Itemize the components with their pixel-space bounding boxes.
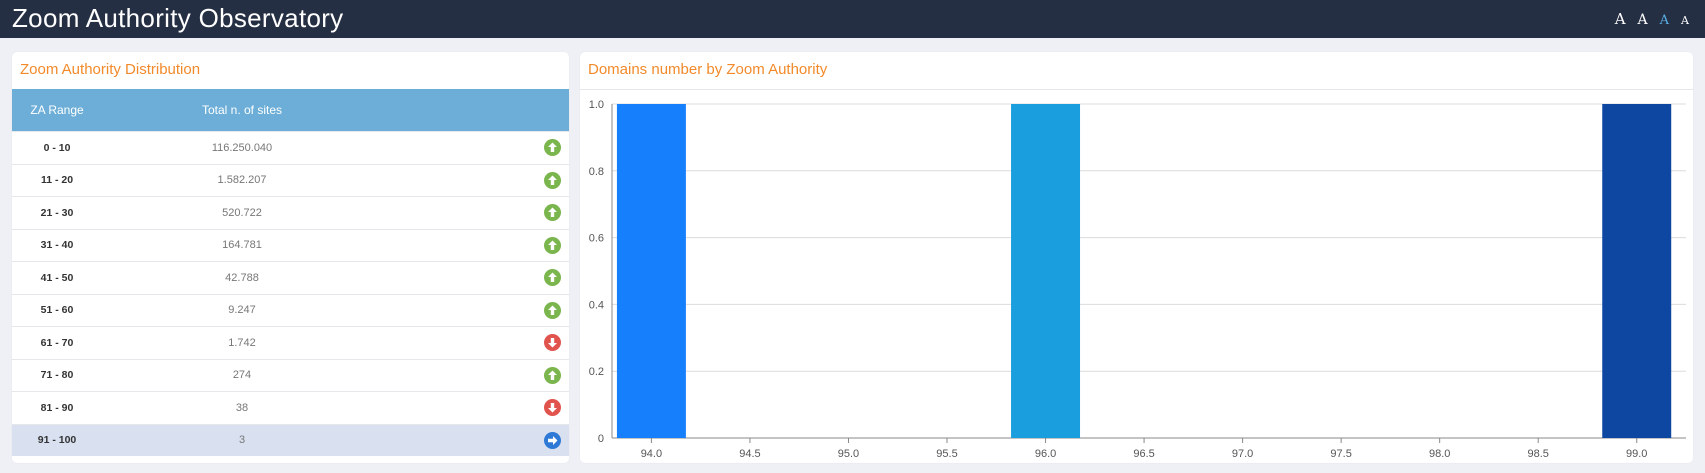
- x-tick-label: 97.5: [1330, 448, 1351, 460]
- trend-cell: [382, 228, 569, 262]
- y-tick-label: 0.2: [589, 366, 604, 378]
- trend-cell: [382, 391, 569, 424]
- font-size-medium-button[interactable]: A: [1659, 13, 1670, 28]
- trend-cell: [382, 163, 569, 197]
- trend-cell: [382, 358, 569, 392]
- column-header-range: ZA Range: [12, 89, 102, 132]
- chart-panel-title: Domains number by Zoom Authority: [588, 61, 828, 78]
- bar-99: [1602, 104, 1672, 438]
- x-tick-label: 99.0: [1626, 448, 1647, 460]
- trend-cell: [382, 196, 569, 229]
- total-sites-cell: 274: [102, 358, 382, 392]
- range-cell: 91 - 100: [12, 423, 102, 456]
- trend-cell: [382, 261, 569, 294]
- arrow-up-icon[interactable]: [544, 236, 561, 254]
- arrow-up-icon[interactable]: [544, 139, 561, 157]
- y-tick-label: 0: [598, 433, 604, 445]
- trend-cell: [382, 423, 569, 456]
- range-cell: 51 - 60: [12, 293, 102, 327]
- total-sites-cell: 1.742: [102, 326, 382, 359]
- distribution-panel: Zoom Authority Distribution ZA Range Tot…: [12, 52, 569, 463]
- arrow-down-icon[interactable]: [544, 334, 561, 352]
- range-cell: 21 - 30: [12, 196, 102, 229]
- total-sites-cell: 164.781: [102, 228, 382, 262]
- x-tick-label: 96.5: [1133, 448, 1154, 460]
- x-tick-label: 98.5: [1527, 448, 1548, 460]
- range-cell: 31 - 40: [12, 228, 102, 262]
- table-row: 41 - 50 42.788: [12, 261, 569, 294]
- trend-cell: [382, 131, 569, 164]
- y-tick-label: 0.8: [589, 166, 604, 178]
- x-tick-label: 94.0: [641, 448, 662, 460]
- x-tick-label: 95.5: [936, 448, 957, 460]
- table-row: 31 - 40 164.781: [12, 228, 569, 262]
- panel-divider: [580, 89, 1693, 90]
- arrow-up-icon[interactable]: [544, 269, 561, 287]
- total-sites-cell: 116.250.040: [102, 131, 382, 164]
- range-cell: 11 - 20: [12, 163, 102, 197]
- arrow-up-icon[interactable]: [544, 171, 561, 189]
- x-tick-label: 98.0: [1429, 448, 1450, 460]
- range-cell: 61 - 70: [12, 326, 102, 359]
- total-sites-cell: 3: [102, 423, 382, 456]
- x-tick-label: 97.0: [1232, 448, 1253, 460]
- x-tick-label: 96.0: [1035, 448, 1056, 460]
- table-header-row: ZA Range Total n. of sites: [12, 89, 569, 132]
- table-row: 91 - 100 3: [12, 423, 569, 456]
- font-size-small-button[interactable]: A: [1681, 14, 1689, 27]
- bar-94: [616, 104, 686, 438]
- range-cell: 0 - 10: [12, 131, 102, 164]
- app-title: Zoom Authority Observatory: [12, 3, 344, 33]
- table-row: 71 - 80 274: [12, 358, 569, 392]
- range-cell: 81 - 90: [12, 391, 102, 424]
- bar-96: [1011, 104, 1081, 438]
- arrow-up-icon[interactable]: [544, 301, 561, 319]
- y-tick-label: 0.6: [589, 233, 604, 245]
- arrow-up-icon[interactable]: [544, 204, 561, 222]
- column-header-total: Total n. of sites: [102, 89, 382, 132]
- arrow-right-icon[interactable]: [544, 431, 561, 449]
- range-cell: 41 - 50: [12, 261, 102, 294]
- total-sites-cell: 9.247: [102, 293, 382, 327]
- trend-cell: [382, 326, 569, 359]
- x-tick-label: 95.0: [838, 448, 859, 460]
- font-size-selector: A A A A: [1615, 10, 1689, 28]
- font-size-largest-button[interactable]: A: [1614, 10, 1626, 28]
- distribution-table: ZA Range Total n. of sites 0 - 10 116.250…: [12, 89, 569, 456]
- chart-panel: Domains number by Zoom Authority 0 0.2 0.4…: [580, 52, 1693, 463]
- total-sites-cell: 1.582.207: [102, 163, 382, 197]
- distribution-panel-title: Zoom Authority Distribution: [20, 61, 201, 78]
- column-header-trend: [382, 89, 569, 132]
- font-size-large-button[interactable]: A: [1637, 12, 1648, 28]
- total-sites-cell: 520.722: [102, 196, 382, 229]
- table-row: 21 - 30 520.722: [12, 196, 569, 229]
- y-tick-label: 1.0: [589, 99, 604, 111]
- range-cell: 71 - 80: [12, 358, 102, 392]
- table-row: 0 - 10 116.250.040: [12, 131, 569, 164]
- table-row: 51 - 60 9.247: [12, 293, 569, 327]
- y-tick-label: 0.4: [589, 299, 604, 311]
- table-row: 81 - 90 38: [12, 391, 569, 424]
- arrow-up-icon[interactable]: [544, 366, 561, 384]
- x-tick-label: 94.5: [739, 448, 760, 460]
- table-row: 11 - 20 1.582.207: [12, 163, 569, 197]
- total-sites-cell: 38: [102, 391, 382, 424]
- domains-bar-chart: 0 0.2 0.4 0.6 0.8 1.0 94.0 94.5 95.0 95.5 96.0 96.5…: [589, 99, 1686, 460]
- trend-cell: [382, 293, 569, 327]
- table-row: 61 - 70 1.742: [12, 326, 569, 359]
- arrow-down-icon[interactable]: [544, 399, 561, 417]
- top-bar: Zoom Authority Observatory A A A A: [0, 0, 1705, 38]
- total-sites-cell: 42.788: [102, 261, 382, 294]
